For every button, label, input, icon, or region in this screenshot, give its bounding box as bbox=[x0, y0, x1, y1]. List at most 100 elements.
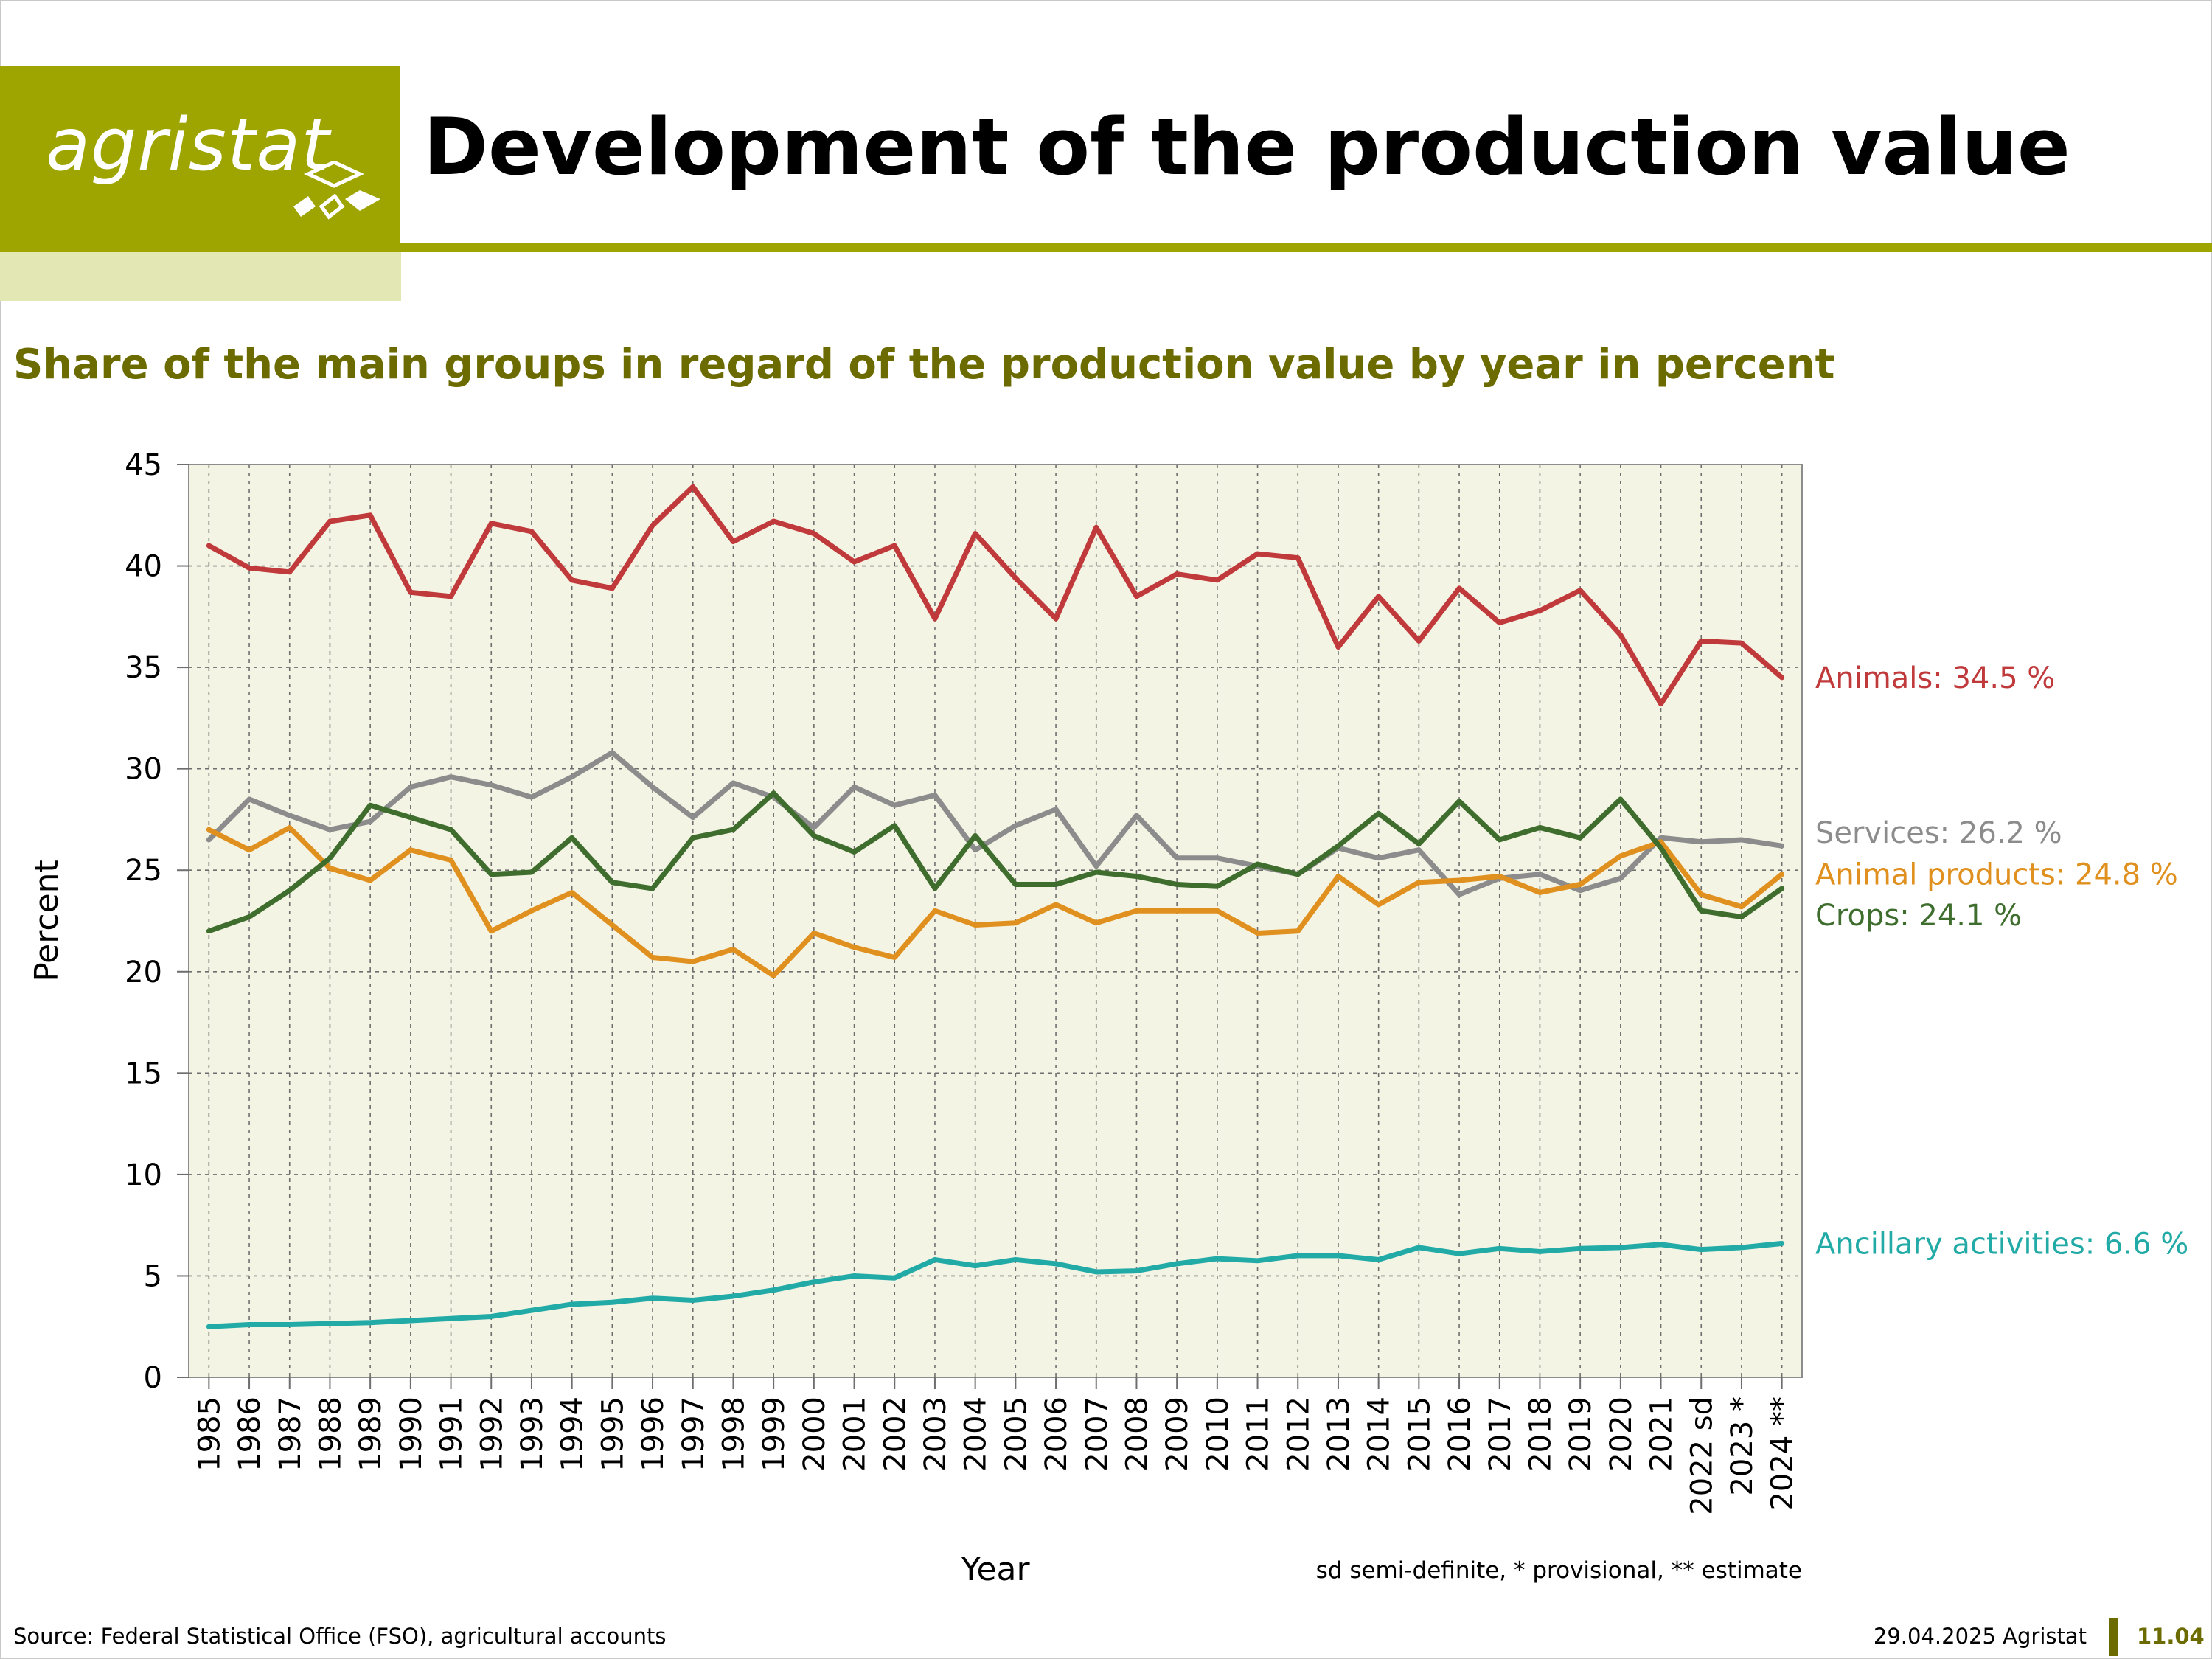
x-tick-label: 2011 bbox=[1242, 1397, 1276, 1472]
data-point-crops bbox=[1335, 844, 1340, 849]
data-point-services bbox=[690, 815, 695, 820]
data-point-animals bbox=[892, 543, 897, 549]
y-tick-label: 25 bbox=[125, 854, 162, 888]
x-tick-label: 2009 bbox=[1161, 1397, 1194, 1472]
y-tick-label: 5 bbox=[144, 1259, 162, 1293]
data-point-animals bbox=[1295, 555, 1301, 560]
data-point-animals bbox=[1497, 620, 1502, 625]
data-point-services bbox=[206, 837, 212, 842]
page-title: Development of the production value bbox=[423, 102, 2070, 192]
x-tick-label: 2002 bbox=[878, 1397, 912, 1472]
data-point-services bbox=[610, 750, 615, 755]
y-tick-label: 40 bbox=[125, 550, 162, 584]
data-point-animal-products bbox=[1093, 920, 1099, 925]
data-point-services bbox=[247, 796, 252, 801]
data-point-ancillary-activities bbox=[932, 1257, 937, 1262]
data-point-animals bbox=[529, 529, 534, 534]
data-point-services bbox=[287, 813, 292, 818]
x-tick-label: 2016 bbox=[1443, 1397, 1477, 1472]
x-tick-label: 2013 bbox=[1322, 1397, 1356, 1472]
data-point-ancillary-activities bbox=[852, 1273, 857, 1279]
data-point-ancillary-activities bbox=[1093, 1269, 1099, 1274]
data-point-services bbox=[1699, 839, 1704, 844]
data-point-services bbox=[650, 785, 655, 790]
data-point-animals bbox=[1093, 525, 1099, 530]
data-point-animal-products bbox=[1214, 908, 1220, 914]
data-point-animals bbox=[1134, 594, 1139, 599]
data-point-services bbox=[529, 795, 534, 800]
data-point-ancillary-activities bbox=[1739, 1245, 1744, 1250]
data-point-crops bbox=[1537, 825, 1543, 830]
series-line-animals bbox=[206, 484, 1785, 707]
data-point-ancillary-activities bbox=[1699, 1247, 1704, 1252]
data-point-animal-products bbox=[448, 858, 453, 863]
data-point-animal-products bbox=[973, 922, 978, 928]
x-tick-label: 1986 bbox=[233, 1397, 267, 1472]
data-point-animals bbox=[327, 519, 333, 524]
data-point-services bbox=[1457, 892, 1462, 897]
data-point-ancillary-activities bbox=[1013, 1257, 1018, 1262]
data-point-services bbox=[489, 782, 494, 787]
data-point-services bbox=[1578, 888, 1583, 893]
footer-divider bbox=[2109, 1618, 2118, 1656]
data-point-ancillary-activities bbox=[650, 1295, 655, 1301]
data-point-services bbox=[973, 847, 978, 852]
y-tick-label: 15 bbox=[125, 1057, 162, 1091]
data-point-ancillary-activities bbox=[1214, 1256, 1220, 1262]
data-point-ancillary-activities bbox=[610, 1300, 615, 1305]
data-point-ancillary-activities bbox=[569, 1301, 574, 1307]
x-tick-label: 1987 bbox=[274, 1397, 307, 1472]
data-point-animals bbox=[1578, 588, 1583, 593]
data-point-ancillary-activities bbox=[1335, 1253, 1340, 1258]
data-point-crops bbox=[206, 928, 212, 933]
data-point-animals bbox=[1457, 585, 1462, 591]
data-point-crops bbox=[650, 886, 655, 891]
data-point-ancillary-activities bbox=[1497, 1246, 1502, 1251]
x-tick-label: 2005 bbox=[999, 1397, 1033, 1472]
series-label-services: Services: 26.2 % bbox=[1815, 816, 2062, 850]
data-point-animals bbox=[448, 594, 453, 599]
data-point-animal-products bbox=[327, 866, 333, 871]
data-point-animal-products bbox=[1578, 882, 1583, 887]
data-point-animals bbox=[932, 616, 937, 622]
data-point-ancillary-activities bbox=[1295, 1253, 1301, 1258]
data-point-animal-products bbox=[771, 973, 776, 978]
series-line-ancillary-activities bbox=[206, 1240, 1785, 1329]
data-point-ancillary-activities bbox=[771, 1287, 776, 1293]
plot-area bbox=[188, 464, 1803, 1378]
y-tick-label: 20 bbox=[125, 956, 162, 990]
data-point-ancillary-activities bbox=[1054, 1261, 1059, 1266]
data-point-animal-products bbox=[529, 908, 534, 914]
data-point-animal-products bbox=[811, 931, 816, 936]
data-point-ancillary-activities bbox=[892, 1276, 897, 1281]
data-point-services bbox=[1214, 855, 1220, 860]
data-point-services bbox=[1739, 837, 1744, 842]
data-point-crops bbox=[489, 872, 494, 877]
x-tick-label: 2020 bbox=[1604, 1397, 1638, 1472]
data-point-ancillary-activities bbox=[1175, 1261, 1180, 1266]
data-point-crops bbox=[1457, 799, 1462, 804]
x-tick-label: 1992 bbox=[475, 1397, 509, 1472]
x-tick-label: 1988 bbox=[313, 1397, 347, 1472]
data-point-animal-products bbox=[1497, 874, 1502, 879]
chart-subtitle: Share of the main groups in regard of th… bbox=[13, 341, 1835, 389]
data-point-animal-products bbox=[206, 827, 212, 832]
data-point-services bbox=[1618, 876, 1623, 881]
data-point-crops bbox=[1578, 835, 1583, 841]
data-point-animal-products bbox=[489, 928, 494, 933]
x-tick-label: 2001 bbox=[838, 1397, 872, 1472]
data-point-animals bbox=[1013, 576, 1018, 581]
data-point-animals bbox=[1779, 675, 1784, 680]
data-point-services bbox=[932, 793, 937, 798]
data-point-ancillary-activities bbox=[327, 1321, 333, 1326]
series-line-animal-products bbox=[206, 824, 1785, 978]
data-point-animals bbox=[771, 519, 776, 524]
footer-source: Source: Federal Statistical Office (FSO)… bbox=[13, 1624, 667, 1649]
x-tick-label: 1993 bbox=[515, 1397, 549, 1472]
x-tick-label: 1995 bbox=[596, 1397, 630, 1472]
data-point-animals bbox=[610, 585, 615, 591]
page-number: 11.04 bbox=[2137, 1624, 2205, 1649]
data-point-crops bbox=[1214, 884, 1220, 889]
x-tick-label: 2021 bbox=[1645, 1397, 1679, 1472]
x-tick-label: 1989 bbox=[354, 1397, 388, 1472]
